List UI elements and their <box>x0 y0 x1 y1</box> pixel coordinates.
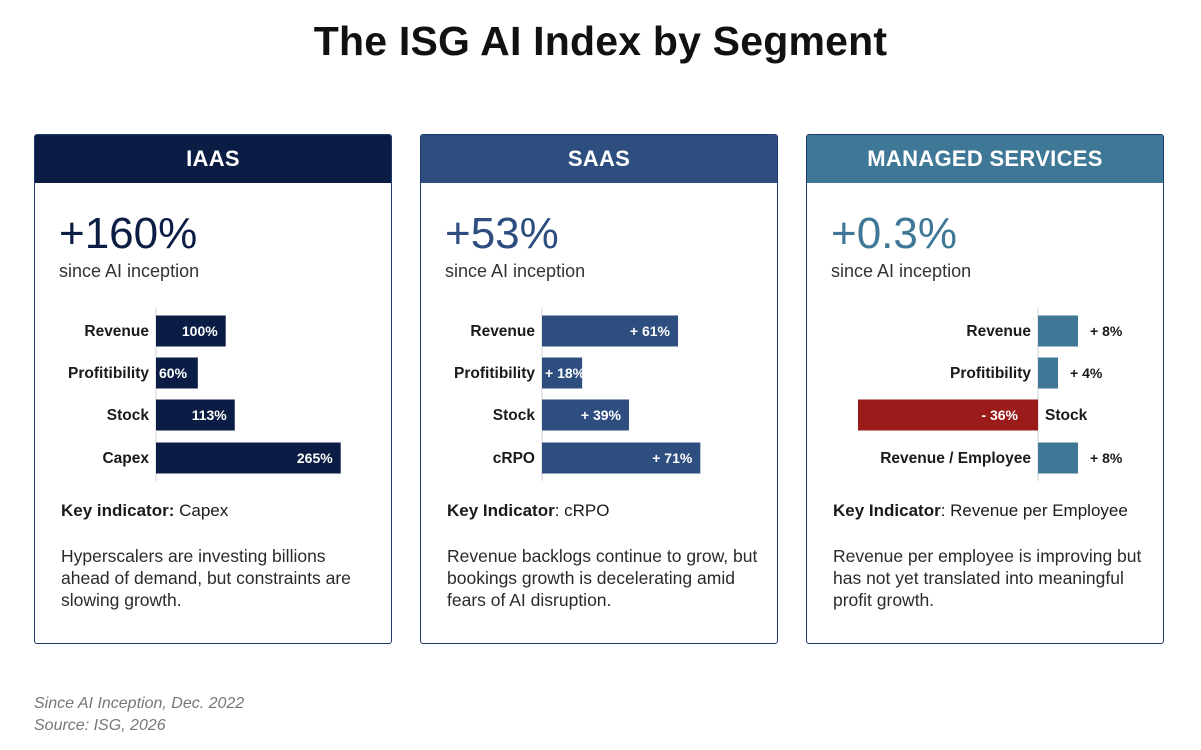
key-indicator-label: Key Indicator <box>447 501 555 520</box>
headline-subtitle: since AI inception <box>59 261 200 281</box>
card-iaas: IAAS +160% since AI inception Revenue 100… <box>34 134 392 644</box>
card-header: MANAGED SERVICES <box>807 135 1163 183</box>
headline-subtitle: since AI inception <box>445 261 586 281</box>
category-label: Revenue / Employee <box>880 450 1031 467</box>
category-label: Revenue <box>966 323 1031 340</box>
category-label: Stock <box>493 407 536 424</box>
footnote-source: Source: ISG, 2026 <box>34 717 166 734</box>
value-label: 113% <box>192 407 228 423</box>
category-label: cRPO <box>493 450 535 467</box>
bar <box>156 399 235 431</box>
category-label: Stock <box>1045 407 1088 424</box>
bar <box>542 399 629 431</box>
card-description: Revenue backlogs continue to grow, but b… <box>447 546 758 610</box>
bar <box>1038 315 1078 347</box>
card-saas: SAAS +53% since AI inception Revenue + 61… <box>420 134 778 644</box>
headline-value: +160% <box>59 209 198 258</box>
value-label: + 8% <box>1090 323 1123 339</box>
category-label: Capex <box>102 450 149 467</box>
bar <box>542 357 583 389</box>
value-label: + 8% <box>1090 450 1123 466</box>
bar <box>542 442 701 474</box>
bar <box>156 442 341 474</box>
footnote-inception: Since AI Inception, Dec. 2022 <box>34 695 245 712</box>
value-label: + 61% <box>630 323 671 339</box>
card-header: IAAS <box>35 135 391 183</box>
value-label: + 71% <box>652 450 693 466</box>
category-label: Profitibility <box>68 365 149 382</box>
value-label: - 36% <box>981 407 1018 423</box>
headline-subtitle: since AI inception <box>831 261 972 281</box>
page-title: The ISG AI Index by Segment <box>313 18 888 64</box>
value-label: + 18% <box>545 365 586 381</box>
category-label: Stock <box>107 407 150 424</box>
value-label: 265% <box>297 450 333 466</box>
bar-chart: Revenue + 8% Profitibility + 4% Stock - 36% Re… <box>858 308 1123 481</box>
card-description: Revenue per employee is improving but ha… <box>833 546 1142 610</box>
value-label: 60% <box>159 365 188 381</box>
key-indicator: Key Indicator: Revenue per Employee <box>833 501 1128 521</box>
value-label: + 4% <box>1070 365 1103 381</box>
bar <box>156 357 198 389</box>
bar <box>542 315 679 347</box>
value-label: 100% <box>182 323 218 339</box>
bar-chart: Revenue + 61% Profitibility + 18% Stock + 39%… <box>454 308 701 481</box>
bar <box>1038 357 1058 389</box>
key-indicator-label: Key indicator: <box>61 501 175 520</box>
key-indicator-label: Key Indicator <box>833 501 941 520</box>
category-label: Profitibility <box>950 365 1031 382</box>
headline-value: +0.3% <box>831 209 957 258</box>
card-header: SAAS <box>421 135 777 183</box>
category-label: Revenue <box>470 323 535 340</box>
value-label: + 39% <box>581 407 622 423</box>
bar <box>858 399 1038 431</box>
bar-chart: Revenue 100% Profitibility 60% Stock 113% Cape… <box>68 308 341 481</box>
category-label: Profitibility <box>454 365 535 382</box>
bar <box>156 315 226 347</box>
card-managed-services: MANAGED SERVICES +0.3% since AI inceptio… <box>806 134 1164 644</box>
key-indicator-value: : cRPO <box>554 501 610 520</box>
card-description: Hyperscalers are investing billions ahea… <box>61 546 351 610</box>
headline-value: +53% <box>445 209 559 258</box>
key-indicator-value: Capex <box>174 501 229 520</box>
key-indicator: Key Indicator: cRPO <box>447 501 610 521</box>
bar <box>1038 442 1078 474</box>
key-indicator: Key indicator: Capex <box>61 501 228 521</box>
key-indicator-value: : Revenue per Employee <box>940 501 1128 520</box>
category-label: Revenue <box>84 323 149 340</box>
